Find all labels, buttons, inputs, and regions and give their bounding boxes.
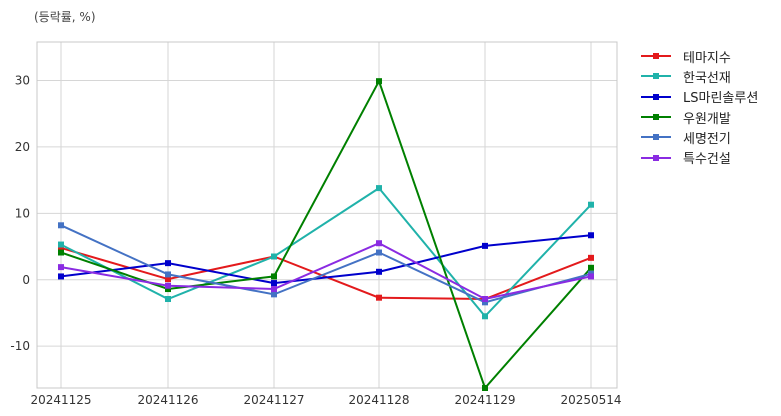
data-point xyxy=(482,385,488,391)
x-tick-label: 20241127 xyxy=(243,393,304,407)
y-tick-label: 0 xyxy=(22,273,30,287)
y-tick-label: 30 xyxy=(15,74,30,88)
data-point xyxy=(482,313,488,320)
legend-marker xyxy=(653,154,659,161)
data-point xyxy=(165,282,171,289)
legend-item[interactable]: 우원개발 xyxy=(641,107,777,127)
series-group xyxy=(58,78,594,391)
data-point xyxy=(165,260,171,267)
data-point xyxy=(482,299,488,306)
legend-item[interactable]: LS마린솔루션 xyxy=(641,87,777,107)
data-point xyxy=(482,242,488,249)
data-point xyxy=(588,201,594,208)
data-point xyxy=(271,273,277,280)
data-point xyxy=(271,280,277,287)
data-point xyxy=(165,286,171,293)
legend-marker xyxy=(653,134,659,141)
data-point xyxy=(58,244,64,251)
series-4 xyxy=(58,78,594,391)
x-tick-label: 20241129 xyxy=(454,393,515,407)
data-point xyxy=(588,254,594,261)
data-point xyxy=(58,249,64,256)
data-point xyxy=(376,185,382,192)
data-point xyxy=(271,253,277,260)
legend-swatch xyxy=(641,50,671,62)
legend-swatch xyxy=(641,70,671,82)
plot-frame xyxy=(36,41,618,389)
legend-item[interactable]: 특수건설 xyxy=(641,147,777,167)
data-point xyxy=(165,276,171,283)
data-point xyxy=(376,78,382,85)
x-tick-label: 20241128 xyxy=(348,393,409,407)
data-point xyxy=(58,241,64,248)
series-line xyxy=(60,242,592,301)
legend-label: 테마지수 xyxy=(683,50,731,66)
data-point xyxy=(376,249,382,256)
legend-item[interactable]: 한국선재 xyxy=(641,66,777,86)
data-point xyxy=(271,286,277,293)
data-point xyxy=(165,271,171,278)
legend-marker xyxy=(653,114,659,121)
series-line xyxy=(60,78,592,390)
data-point xyxy=(271,291,277,298)
data-point xyxy=(376,240,382,247)
y-tick-label: -10 xyxy=(10,339,30,353)
data-point xyxy=(482,296,488,303)
data-point xyxy=(58,264,64,271)
legend-label: 우원개발 xyxy=(683,111,731,127)
legend-marker xyxy=(653,73,659,80)
x-tick-label: 20250514 xyxy=(560,393,621,407)
legend-label: 특수건설 xyxy=(683,152,731,168)
legend-marker xyxy=(653,93,659,100)
data-point xyxy=(58,273,64,280)
x-tick-label: 20241125 xyxy=(30,393,91,407)
legend-label: 세명전기 xyxy=(683,131,731,147)
legend-swatch xyxy=(641,111,671,123)
unit-label: (등락률, %) xyxy=(34,10,96,24)
series-line xyxy=(60,186,592,318)
y-tick-label: 10 xyxy=(15,206,30,220)
legend-label: 한국선재 xyxy=(683,70,731,86)
legend-item[interactable]: 테마지수 xyxy=(641,46,777,66)
data-point xyxy=(588,264,594,271)
data-point xyxy=(376,268,382,275)
legend-swatch xyxy=(641,152,671,164)
legend-item[interactable]: 세명전기 xyxy=(641,127,777,147)
y-tick-label: 20 xyxy=(15,140,30,154)
legend-swatch xyxy=(641,91,671,103)
series-line xyxy=(60,224,592,304)
legend-swatch xyxy=(641,131,671,143)
data-point xyxy=(165,296,171,303)
y-axis-ticks: 30 20 10 0 -10 xyxy=(10,74,30,354)
data-point xyxy=(588,273,594,280)
x-tick-label: 20241126 xyxy=(137,393,198,407)
series-6 xyxy=(58,240,594,303)
legend-marker xyxy=(653,53,659,60)
series-2 xyxy=(58,185,594,320)
data-point xyxy=(588,232,594,239)
legend-label: LS마린솔루션 xyxy=(683,91,759,107)
data-point xyxy=(58,222,64,229)
x-axis-ticks: 20241125 20241126 20241127 20241128 20241129… xyxy=(30,393,621,407)
data-point xyxy=(376,294,382,301)
